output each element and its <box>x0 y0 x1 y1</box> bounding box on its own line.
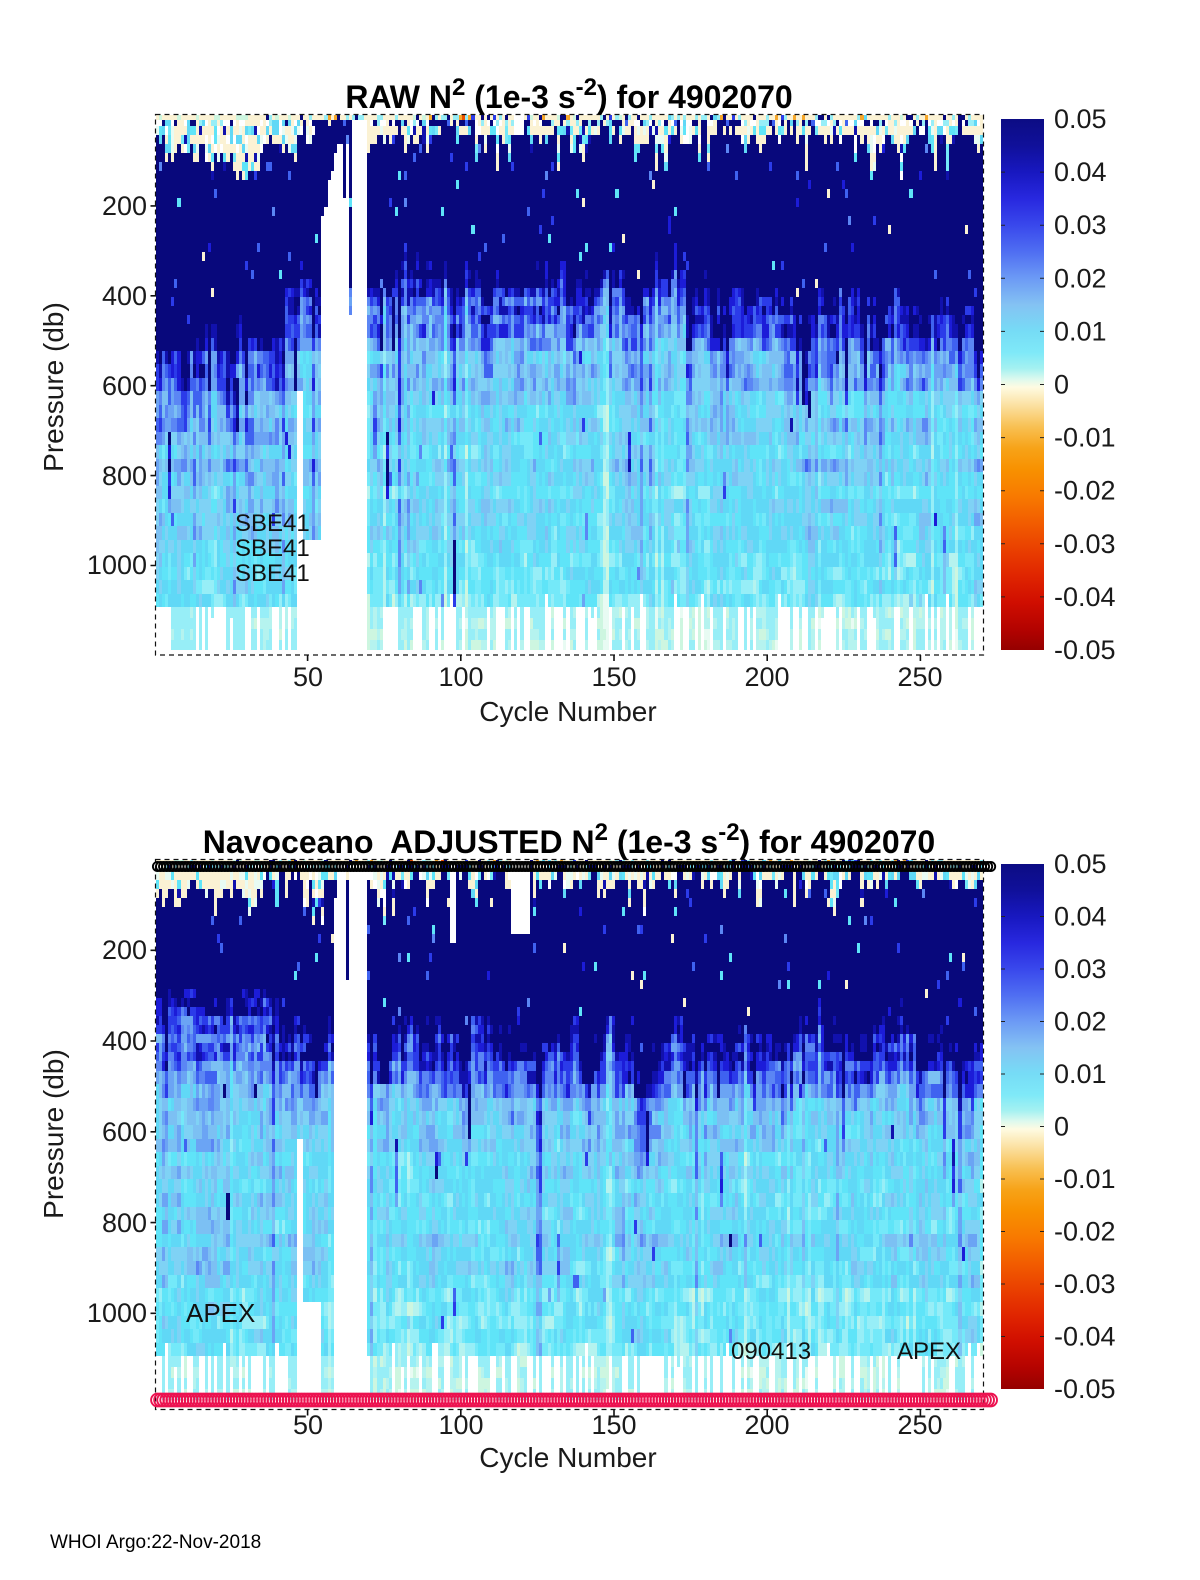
svg-text:Cycle Number: Cycle Number <box>479 1442 656 1473</box>
svg-text:Pressure (db): Pressure (db) <box>38 302 69 472</box>
svg-text:-0.03: -0.03 <box>1054 529 1116 559</box>
svg-text:800: 800 <box>102 461 147 491</box>
svg-text:0.03: 0.03 <box>1054 954 1107 984</box>
svg-text:200: 200 <box>744 662 789 692</box>
svg-text:-0.03: -0.03 <box>1054 1269 1116 1299</box>
svg-text:0.03: 0.03 <box>1054 210 1107 240</box>
svg-text:APEX: APEX <box>186 1298 255 1328</box>
svg-text:-0.01: -0.01 <box>1054 1164 1116 1194</box>
svg-text:SBE41: SBE41 <box>235 535 310 562</box>
svg-text:090413: 090413 <box>731 1338 811 1365</box>
svg-text:0.04: 0.04 <box>1054 902 1107 932</box>
svg-text:150: 150 <box>591 662 636 692</box>
svg-text:800: 800 <box>102 1208 147 1238</box>
svg-text:400: 400 <box>102 1026 147 1056</box>
svg-text:50: 50 <box>293 662 323 692</box>
svg-text:100: 100 <box>438 1410 483 1440</box>
svg-text:250: 250 <box>897 1410 942 1440</box>
svg-text:0.05: 0.05 <box>1054 104 1107 134</box>
svg-text:Navoceano ADJUSTED N2 (1e-3 s: Navoceano ADJUSTED N2 (1e-3 s-2) for 490… <box>203 819 935 860</box>
svg-text:600: 600 <box>102 371 147 401</box>
svg-text:-0.05: -0.05 <box>1054 635 1116 665</box>
svg-text:WHOI Argo:22-Nov-2018: WHOI Argo:22-Nov-2018 <box>50 1532 261 1553</box>
svg-text:200: 200 <box>102 935 147 965</box>
svg-text:400: 400 <box>102 281 147 311</box>
svg-text:-0.04: -0.04 <box>1054 582 1116 612</box>
svg-text:SBE41: SBE41 <box>235 510 310 537</box>
svg-text:250: 250 <box>897 662 942 692</box>
svg-text:0.05: 0.05 <box>1054 849 1107 879</box>
svg-text:-0.02: -0.02 <box>1054 1217 1116 1247</box>
svg-text:-0.02: -0.02 <box>1054 476 1116 506</box>
svg-text:0: 0 <box>1054 370 1069 400</box>
svg-text:0.04: 0.04 <box>1054 157 1107 187</box>
svg-text:0.02: 0.02 <box>1054 1007 1107 1037</box>
svg-text:0.02: 0.02 <box>1054 263 1107 293</box>
svg-text:200: 200 <box>744 1410 789 1440</box>
svg-text:-0.04: -0.04 <box>1054 1322 1116 1352</box>
svg-text:600: 600 <box>102 1117 147 1147</box>
svg-text:Cycle Number: Cycle Number <box>479 696 656 727</box>
svg-text:50: 50 <box>293 1410 323 1440</box>
svg-text:RAW N2 (1e-3 s-2) for 4902070: RAW N2 (1e-3 s-2) for 4902070 <box>345 74 792 115</box>
svg-text:Pressure (db): Pressure (db) <box>38 1049 69 1219</box>
svg-text:150: 150 <box>591 1410 636 1440</box>
svg-text:APEX: APEX <box>897 1338 961 1365</box>
svg-text:0.01: 0.01 <box>1054 316 1107 346</box>
svg-text:0: 0 <box>1054 1112 1069 1142</box>
svg-text:1000: 1000 <box>87 550 147 580</box>
svg-text:0.01: 0.01 <box>1054 1059 1107 1089</box>
svg-text:-0.05: -0.05 <box>1054 1374 1116 1404</box>
svg-text:1000: 1000 <box>87 1298 147 1328</box>
svg-text:100: 100 <box>438 662 483 692</box>
svg-text:-0.01: -0.01 <box>1054 423 1116 453</box>
svg-text:SBE41: SBE41 <box>235 560 310 587</box>
svg-text:200: 200 <box>102 191 147 221</box>
